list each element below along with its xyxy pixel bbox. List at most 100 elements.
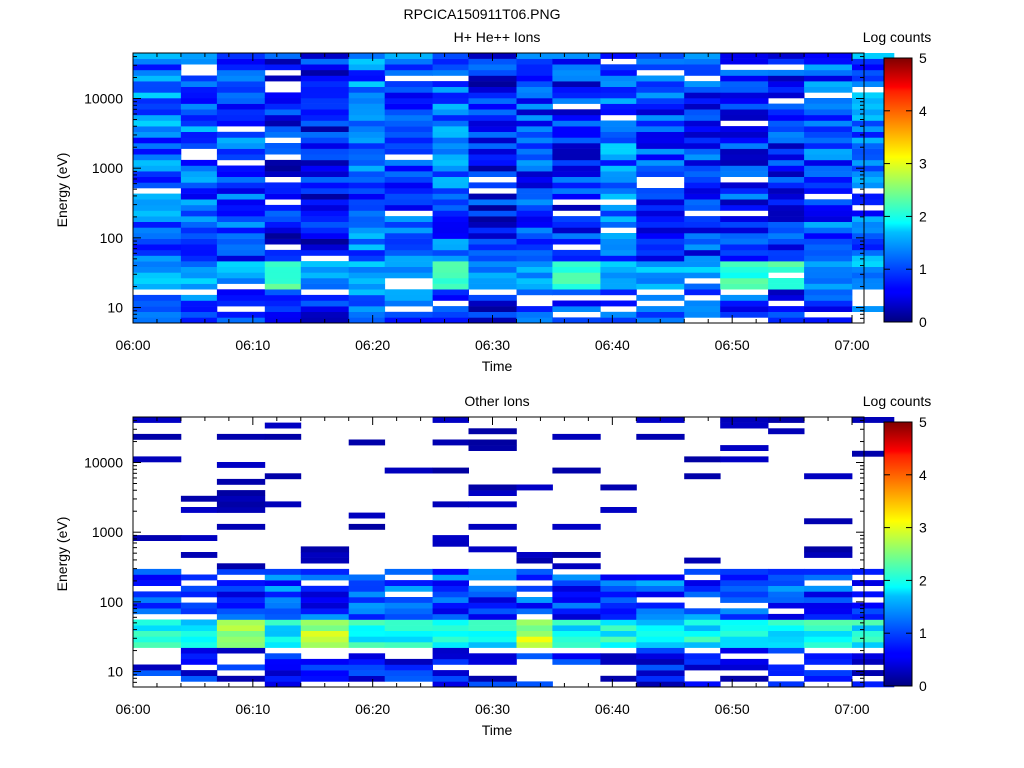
heatmap-cell bbox=[804, 188, 853, 194]
heatmap-cell bbox=[348, 585, 386, 592]
heatmap-cell bbox=[216, 311, 266, 318]
heatmap-cell bbox=[852, 221, 895, 228]
heatmap-cell bbox=[804, 137, 853, 144]
heatmap-cell bbox=[804, 658, 853, 665]
heatmap-cell bbox=[600, 636, 637, 643]
heatmap-cell bbox=[636, 664, 685, 671]
heatmap-cell bbox=[216, 98, 266, 104]
heatmap-cell bbox=[552, 86, 601, 93]
heatmap-cell bbox=[468, 255, 517, 262]
heatmap-cell bbox=[852, 193, 895, 200]
heatmap-cell bbox=[600, 619, 637, 626]
heatmap-cell bbox=[804, 120, 853, 127]
heatmap-cell bbox=[468, 148, 517, 155]
heatmap-cell bbox=[720, 199, 769, 206]
heatmap-cell bbox=[180, 103, 218, 110]
heatmap-cell bbox=[384, 193, 433, 200]
heatmap-cell bbox=[468, 199, 517, 206]
heatmap-cell bbox=[804, 546, 853, 553]
heatmap-cell bbox=[852, 81, 895, 87]
heatmap-cell bbox=[768, 188, 805, 194]
heatmap-cell bbox=[720, 81, 769, 87]
heatmap-cell bbox=[852, 126, 895, 132]
heatmap-cell bbox=[384, 92, 433, 99]
heatmap-cell bbox=[348, 238, 386, 245]
heatmap-cell bbox=[852, 653, 895, 660]
heatmap-cell bbox=[552, 143, 601, 149]
heatmap-cell bbox=[264, 597, 302, 603]
heatmap-cell bbox=[180, 552, 218, 558]
heatmap-cell bbox=[768, 216, 805, 222]
heatmap-cell bbox=[600, 165, 637, 172]
heatmap-cell bbox=[133, 619, 182, 626]
heatmap-cell bbox=[600, 266, 637, 273]
colorbar-label: Log counts bbox=[863, 393, 932, 409]
heatmap-cell bbox=[348, 137, 386, 144]
heatmap-cell bbox=[804, 552, 853, 558]
heatmap-cell bbox=[768, 278, 805, 284]
heatmap-cell bbox=[636, 131, 685, 138]
heatmap-cell bbox=[768, 664, 805, 671]
heatmap-cell bbox=[600, 484, 637, 491]
heatmap-cell bbox=[432, 227, 469, 234]
heatmap-cell bbox=[552, 552, 601, 558]
colorbar-ticks: 0 1 2 3 4 5 bbox=[884, 50, 927, 330]
heatmap-cell bbox=[300, 585, 350, 592]
heatmap-cell bbox=[384, 636, 433, 643]
heatmap-cell bbox=[804, 473, 853, 480]
heatmap-cell bbox=[432, 233, 469, 239]
heatmap-cell bbox=[552, 92, 601, 99]
heatmap-cell bbox=[468, 294, 517, 301]
heatmap-cell bbox=[133, 143, 182, 149]
heatmap-cell bbox=[384, 182, 433, 189]
heatmap-cell bbox=[720, 636, 769, 643]
heatmap-cell bbox=[432, 630, 469, 637]
heatmap-cell bbox=[804, 244, 853, 251]
heatmap-cell bbox=[348, 131, 386, 138]
heatmap-cell bbox=[516, 681, 553, 688]
heatmap-cell bbox=[384, 602, 433, 609]
heatmap-cell bbox=[768, 86, 805, 93]
heatmap-cell bbox=[768, 613, 805, 620]
heatmap-cell bbox=[216, 165, 266, 172]
heatmap-cell bbox=[552, 64, 601, 71]
heatmap-cell bbox=[600, 311, 637, 318]
heatmap-cell bbox=[348, 642, 386, 648]
heatmap-cell bbox=[348, 98, 386, 104]
heatmap-cell bbox=[684, 233, 721, 239]
heatmap-cell bbox=[384, 619, 433, 626]
heatmap-cell bbox=[348, 171, 386, 177]
heatmap-cell bbox=[552, 204, 601, 211]
heatmap-cell bbox=[552, 272, 601, 279]
heatmap-cell bbox=[216, 568, 266, 575]
heatmap-cell bbox=[636, 613, 685, 620]
heatmap-cell bbox=[552, 249, 601, 256]
heatmap-cell bbox=[516, 165, 553, 172]
heatmap-cell bbox=[348, 154, 386, 161]
heatmap-cell bbox=[264, 317, 302, 324]
heatmap-cell bbox=[300, 109, 350, 116]
heatmap-cell bbox=[432, 540, 469, 547]
heatmap-cell bbox=[684, 244, 721, 251]
heatmap-cell bbox=[516, 143, 553, 149]
heatmap-cell bbox=[300, 114, 350, 121]
colorbar-tick-label: 3 bbox=[919, 156, 927, 172]
heatmap-cell bbox=[852, 64, 895, 71]
heatmap-cell bbox=[432, 182, 469, 189]
heatmap-cell bbox=[432, 266, 469, 273]
heatmap-cell bbox=[300, 306, 350, 312]
heatmap-cell bbox=[720, 613, 769, 620]
x-tick-label: 06:00 bbox=[115, 337, 150, 353]
heatmap-cell bbox=[600, 255, 637, 262]
heatmap-cell bbox=[264, 114, 302, 121]
heatmap-cell bbox=[720, 227, 769, 234]
heatmap-cell bbox=[432, 597, 469, 603]
heatmap-cell bbox=[552, 81, 601, 87]
heatmap-cell bbox=[432, 69, 469, 76]
heatmap-cell bbox=[720, 261, 769, 267]
heatmap-cell bbox=[216, 278, 266, 284]
heatmap-cell bbox=[552, 148, 601, 155]
heatmap-cell bbox=[684, 98, 721, 104]
heatmap-cell bbox=[180, 126, 218, 132]
heatmap-cell bbox=[720, 642, 769, 648]
